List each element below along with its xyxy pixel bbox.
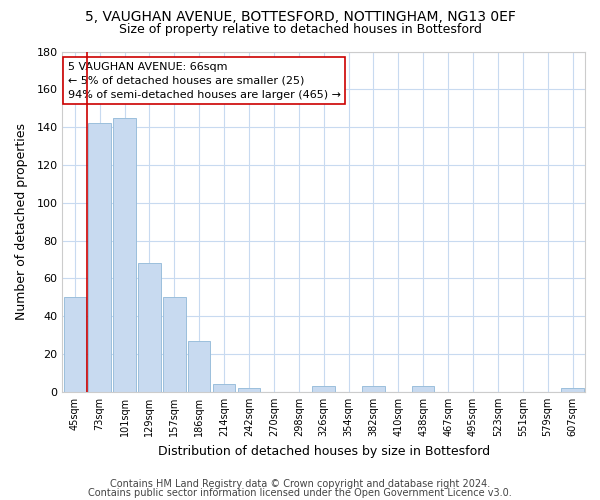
- Bar: [562, 388, 584, 392]
- Bar: [213, 384, 235, 392]
- Y-axis label: Number of detached properties: Number of detached properties: [15, 123, 28, 320]
- Bar: [163, 298, 185, 392]
- Bar: [362, 386, 385, 392]
- Text: Size of property relative to detached houses in Bottesford: Size of property relative to detached ho…: [119, 22, 481, 36]
- Text: 5, VAUGHAN AVENUE, BOTTESFORD, NOTTINGHAM, NG13 0EF: 5, VAUGHAN AVENUE, BOTTESFORD, NOTTINGHA…: [85, 10, 515, 24]
- Bar: [88, 124, 111, 392]
- Text: Contains public sector information licensed under the Open Government Licence v3: Contains public sector information licen…: [88, 488, 512, 498]
- Bar: [188, 341, 211, 392]
- Bar: [313, 386, 335, 392]
- Bar: [238, 388, 260, 392]
- Bar: [64, 298, 86, 392]
- X-axis label: Distribution of detached houses by size in Bottesford: Distribution of detached houses by size …: [158, 444, 490, 458]
- Bar: [113, 118, 136, 392]
- Bar: [138, 264, 161, 392]
- Text: Contains HM Land Registry data © Crown copyright and database right 2024.: Contains HM Land Registry data © Crown c…: [110, 479, 490, 489]
- Text: 5 VAUGHAN AVENUE: 66sqm
← 5% of detached houses are smaller (25)
94% of semi-det: 5 VAUGHAN AVENUE: 66sqm ← 5% of detached…: [68, 62, 341, 100]
- Bar: [412, 386, 434, 392]
